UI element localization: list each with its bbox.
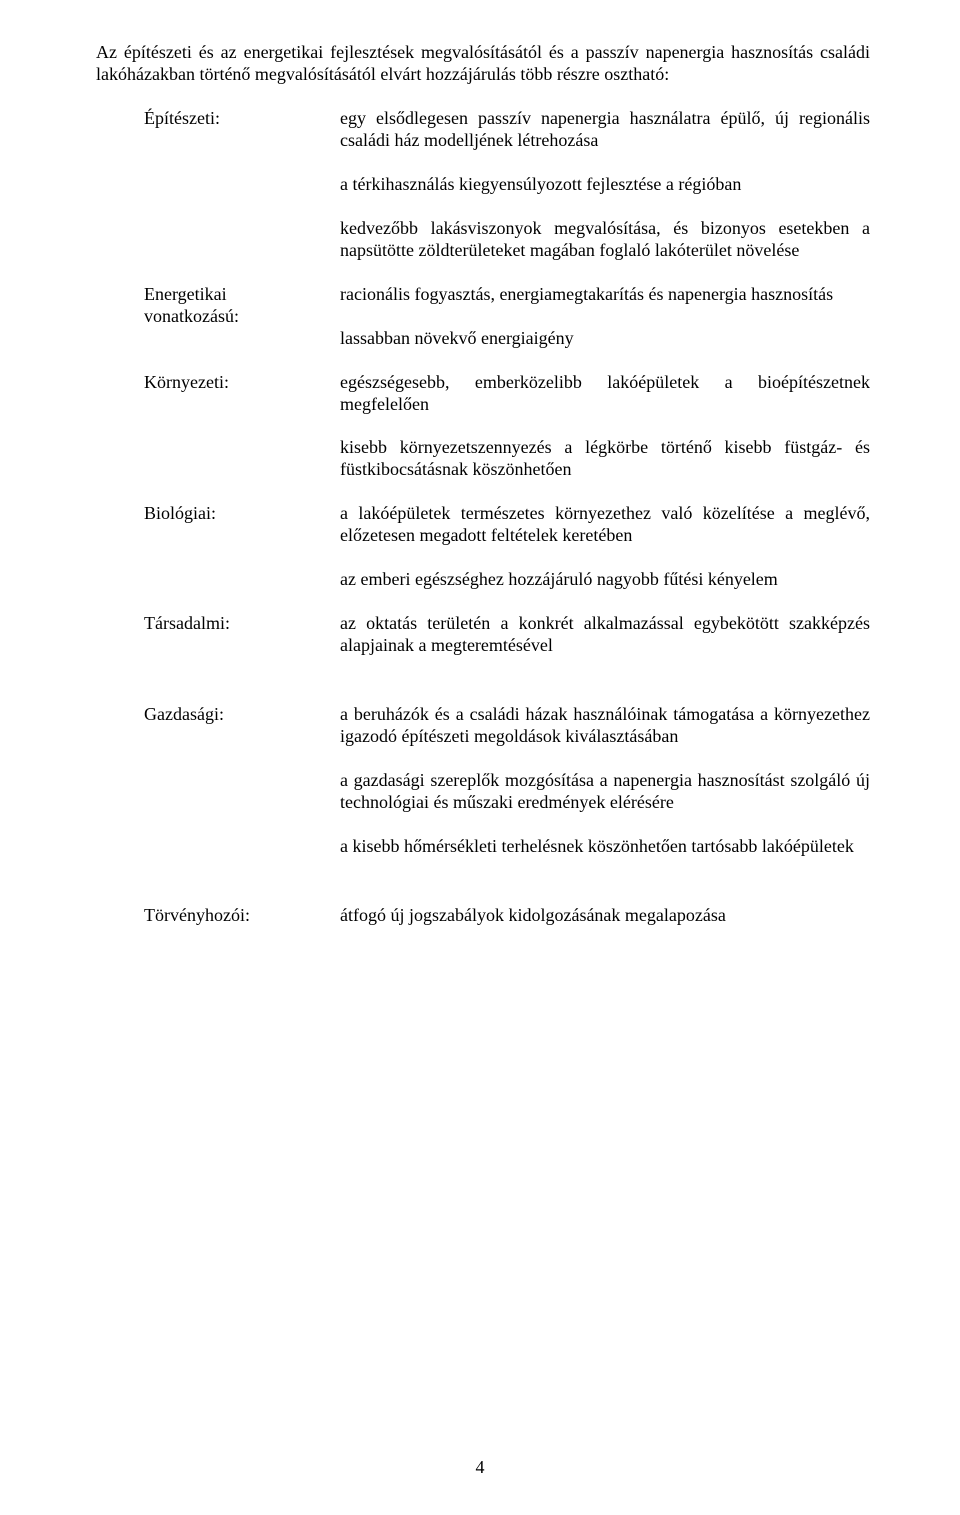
row-spacer — [96, 657, 870, 679]
row-value: egy elsődlegesen passzív napenergia hasz… — [340, 108, 870, 262]
row: Gazdasági:a beruházók és a családi házak… — [96, 704, 870, 858]
row: Energetikai vonatkozású:racionális fogya… — [96, 284, 870, 350]
row-label: Környezeti: — [96, 372, 340, 394]
row-paragraph: a térkihasználás kiegyensúlyozott fejles… — [340, 174, 870, 196]
page-number: 4 — [0, 1457, 960, 1479]
row-value: racionális fogyasztás, energiamegtakarít… — [340, 284, 870, 350]
section-gap — [96, 679, 870, 704]
row-label: Gazdasági: — [96, 704, 340, 726]
row-label: Energetikai vonatkozású: — [96, 284, 340, 328]
row-paragraph: egészségesebb, emberközelibb lakóépülete… — [340, 372, 870, 416]
row-paragraph: az emberi egészséghez hozzájáruló nagyob… — [340, 569, 870, 591]
row-paragraph: a lakóépületek természetes környezethez … — [340, 503, 870, 547]
intro-paragraph: Az építészeti és az energetikai fejleszt… — [96, 42, 870, 86]
row-label: Társadalmi: — [96, 613, 340, 635]
row-spacer — [96, 481, 870, 503]
row-paragraph: racionális fogyasztás, energiamegtakarít… — [340, 284, 870, 306]
row-spacer — [96, 591, 870, 613]
row-value: az oktatás területén a konkrét alkalmazá… — [340, 613, 870, 657]
row-value: átfogó új jogszabályok kidolgozásának me… — [340, 905, 870, 927]
row-label: Törvényhozói: — [96, 905, 340, 927]
row: Építészeti:egy elsődlegesen passzív nape… — [96, 108, 870, 262]
section-gap — [96, 880, 870, 905]
definition-list: Építészeti:egy elsődlegesen passzív nape… — [96, 108, 870, 949]
row-paragraph: a kisebb hőmérsékleti terhelésnek köszön… — [340, 836, 870, 858]
page: Az építészeti és az energetikai fejleszt… — [0, 0, 960, 1515]
row-paragraph: egy elsődlegesen passzív napenergia hasz… — [340, 108, 870, 152]
row-paragraph: a gazdasági szereplők mozgósítása a nape… — [340, 770, 870, 814]
row-spacer — [96, 350, 870, 372]
row-paragraph: kisebb környezetszennyezés a légkörbe tö… — [340, 437, 870, 481]
row-paragraph: lassabban növekvő energiaigény — [340, 328, 870, 350]
row: Társadalmi:az oktatás területén a konkré… — [96, 613, 870, 657]
row-spacer — [96, 858, 870, 880]
row-value: a beruházók és a családi házak használói… — [340, 704, 870, 858]
row-paragraph: kedvezőbb lakásviszonyok megvalósítása, … — [340, 218, 870, 262]
row-spacer — [96, 927, 870, 949]
row-paragraph: a beruházók és a családi házak használói… — [340, 704, 870, 748]
row-value: a lakóépületek természetes környezethez … — [340, 503, 870, 591]
row-spacer — [96, 262, 870, 284]
row: Biológiai:a lakóépületek természetes kör… — [96, 503, 870, 591]
row-label: Biológiai: — [96, 503, 340, 525]
row-paragraph: átfogó új jogszabályok kidolgozásának me… — [340, 905, 870, 927]
row-value: egészségesebb, emberközelibb lakóépülete… — [340, 372, 870, 482]
row-label: Építészeti: — [96, 108, 340, 130]
row: Környezeti:egészségesebb, emberközelibb … — [96, 372, 870, 482]
row: Törvényhozói:átfogó új jogszabályok kido… — [96, 905, 870, 927]
row-paragraph: az oktatás területén a konkrét alkalmazá… — [340, 613, 870, 657]
